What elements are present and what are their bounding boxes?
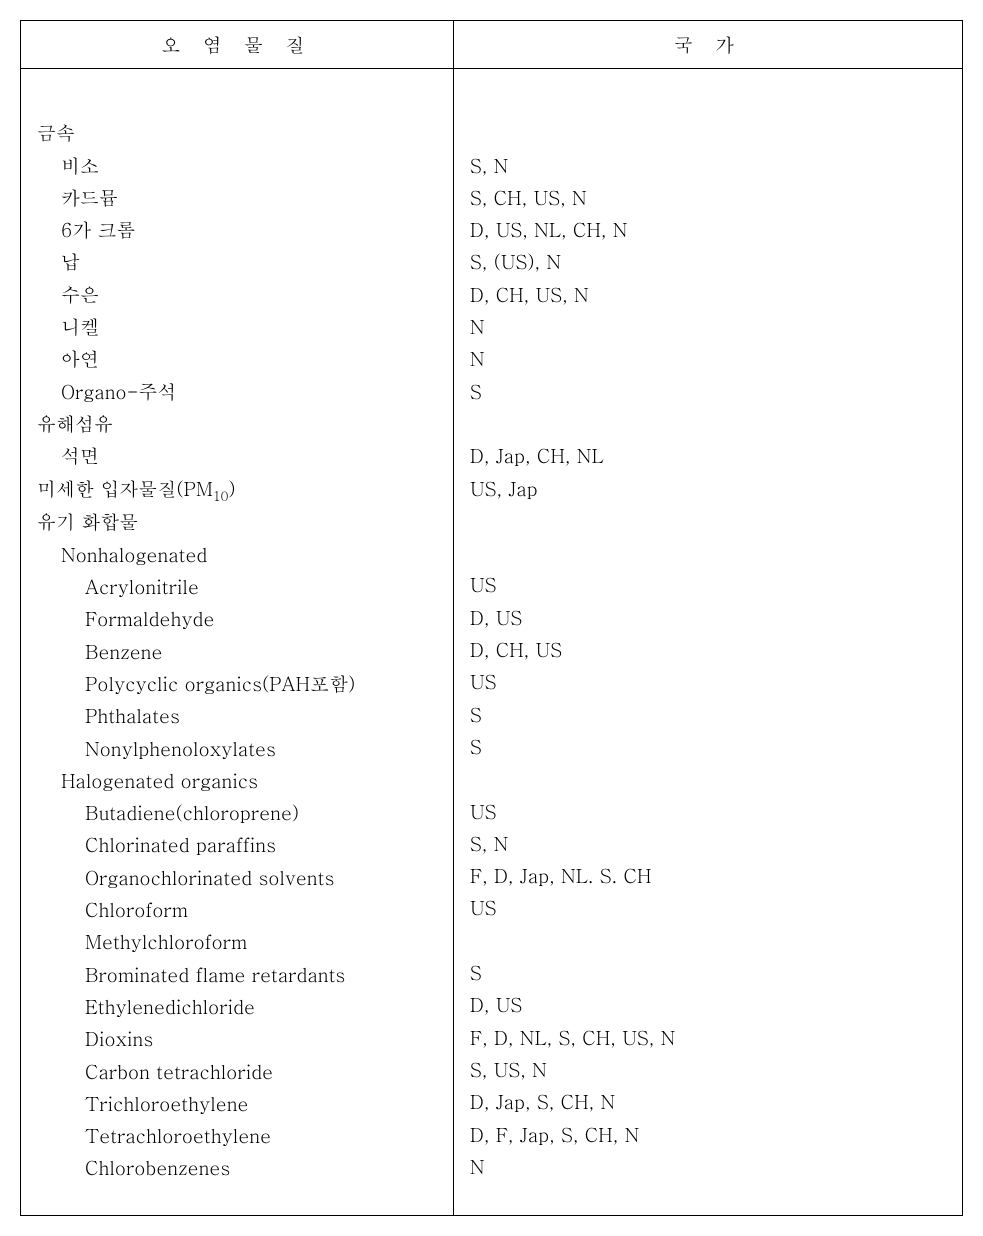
table-row: Benzene	[37, 636, 437, 668]
table-row: Brominated flame retardants	[37, 959, 437, 991]
table-row	[470, 537, 946, 569]
table-row: 석면	[37, 440, 437, 472]
table-row: 카드뮴	[37, 182, 437, 214]
table-row: S, US, N	[470, 1054, 946, 1086]
table-row: S, N	[470, 828, 946, 860]
table-row: 수은	[37, 279, 437, 311]
table-row: Carbon tetrachloride	[37, 1056, 437, 1088]
table-row: Polycyclic organics(PAH포함)	[37, 668, 437, 700]
country-column: S, NS, CH, US, ND, US, NL, CH, NS, (US),…	[454, 69, 962, 1215]
table-row: Chloroform	[37, 894, 437, 926]
table-row: N	[470, 343, 946, 375]
table-row	[470, 408, 946, 440]
table-row: 비소	[37, 150, 437, 182]
table-row: F, D, Jap, NL. S. CH	[470, 860, 946, 892]
table-row: US	[470, 569, 946, 601]
pollutant-column: 금속비소카드뮴6가 크롬납수은니켈아연Organo-주석유해섬유석면미세한 입자…	[21, 69, 454, 1215]
table-row: N	[470, 311, 946, 343]
table-row: S, N	[470, 150, 946, 182]
table-row: Nonylphenoloxylates	[37, 733, 437, 765]
header-pollutant: 오 염 물 질	[21, 21, 454, 68]
table-row: US	[470, 796, 946, 828]
table-row: Trichloroethylene	[37, 1088, 437, 1120]
table-row: D, F, Jap, S, CH, N	[470, 1119, 946, 1151]
table-row: N	[470, 1151, 946, 1183]
table-row: Halogenated organics	[37, 765, 437, 797]
table-row	[470, 763, 946, 795]
table-row: D, CH, US	[470, 634, 946, 666]
table-row	[470, 85, 946, 117]
table-row: S	[470, 376, 946, 408]
table-row: 미세한 입자물질(PM10)	[37, 473, 437, 507]
table-row: D, CH, US, N	[470, 279, 946, 311]
header-country: 국 가	[454, 21, 962, 68]
table-row: 아연	[37, 343, 437, 375]
table-row: 유기 화합물	[37, 506, 437, 538]
table-row: D, US, NL, CH, N	[470, 214, 946, 246]
table-row: D, US	[470, 989, 946, 1021]
table-row: 유해섬유	[37, 408, 437, 440]
table-row: Phthalates	[37, 700, 437, 732]
table-header-row: 오 염 물 질 국 가	[21, 21, 962, 69]
table-row: Butadiene(chloroprene)	[37, 797, 437, 829]
table-row: Dioxins	[37, 1023, 437, 1055]
table-row: 6가 크롬	[37, 214, 437, 246]
table-row: Tetrachloroethylene	[37, 1120, 437, 1152]
table-row: Chlorobenzenes	[37, 1152, 437, 1184]
table-row: S, (US), N	[470, 246, 946, 278]
table-body-row: 금속비소카드뮴6가 크롬납수은니켈아연Organo-주석유해섬유석면미세한 입자…	[21, 69, 962, 1215]
table-row: D, US	[470, 602, 946, 634]
table-row	[470, 505, 946, 537]
table-row: Chlorinated paraffins	[37, 829, 437, 861]
table-row: US, Jap	[470, 473, 946, 505]
table-row: Ethylenedichloride	[37, 991, 437, 1023]
table-row	[470, 925, 946, 957]
table-row	[37, 85, 437, 117]
table-row: F, D, NL, S, CH, US, N	[470, 1022, 946, 1054]
table-row: S, CH, US, N	[470, 182, 946, 214]
table-row: Nonhalogenated	[37, 539, 437, 571]
table-row: Acrylonitrile	[37, 571, 437, 603]
table-row: US	[470, 892, 946, 924]
table-row: 금속	[37, 117, 437, 149]
table-row: 납	[37, 246, 437, 278]
table-row: D, Jap, CH, NL	[470, 440, 946, 472]
table-row: Methylchloroform	[37, 926, 437, 958]
table-row: 니켈	[37, 311, 437, 343]
table-row: Organo-주석	[37, 376, 437, 408]
pollutant-table: 오 염 물 질 국 가 금속비소카드뮴6가 크롬납수은니켈아연Organo-주석…	[20, 20, 963, 1216]
table-row: S	[470, 699, 946, 731]
table-row: S	[470, 957, 946, 989]
table-row: US	[470, 666, 946, 698]
table-row: D, Jap, S, CH, N	[470, 1086, 946, 1118]
table-row: Formaldehyde	[37, 603, 437, 635]
table-row: S	[470, 731, 946, 763]
table-row: Organochlorinated solvents	[37, 862, 437, 894]
table-row	[470, 117, 946, 149]
